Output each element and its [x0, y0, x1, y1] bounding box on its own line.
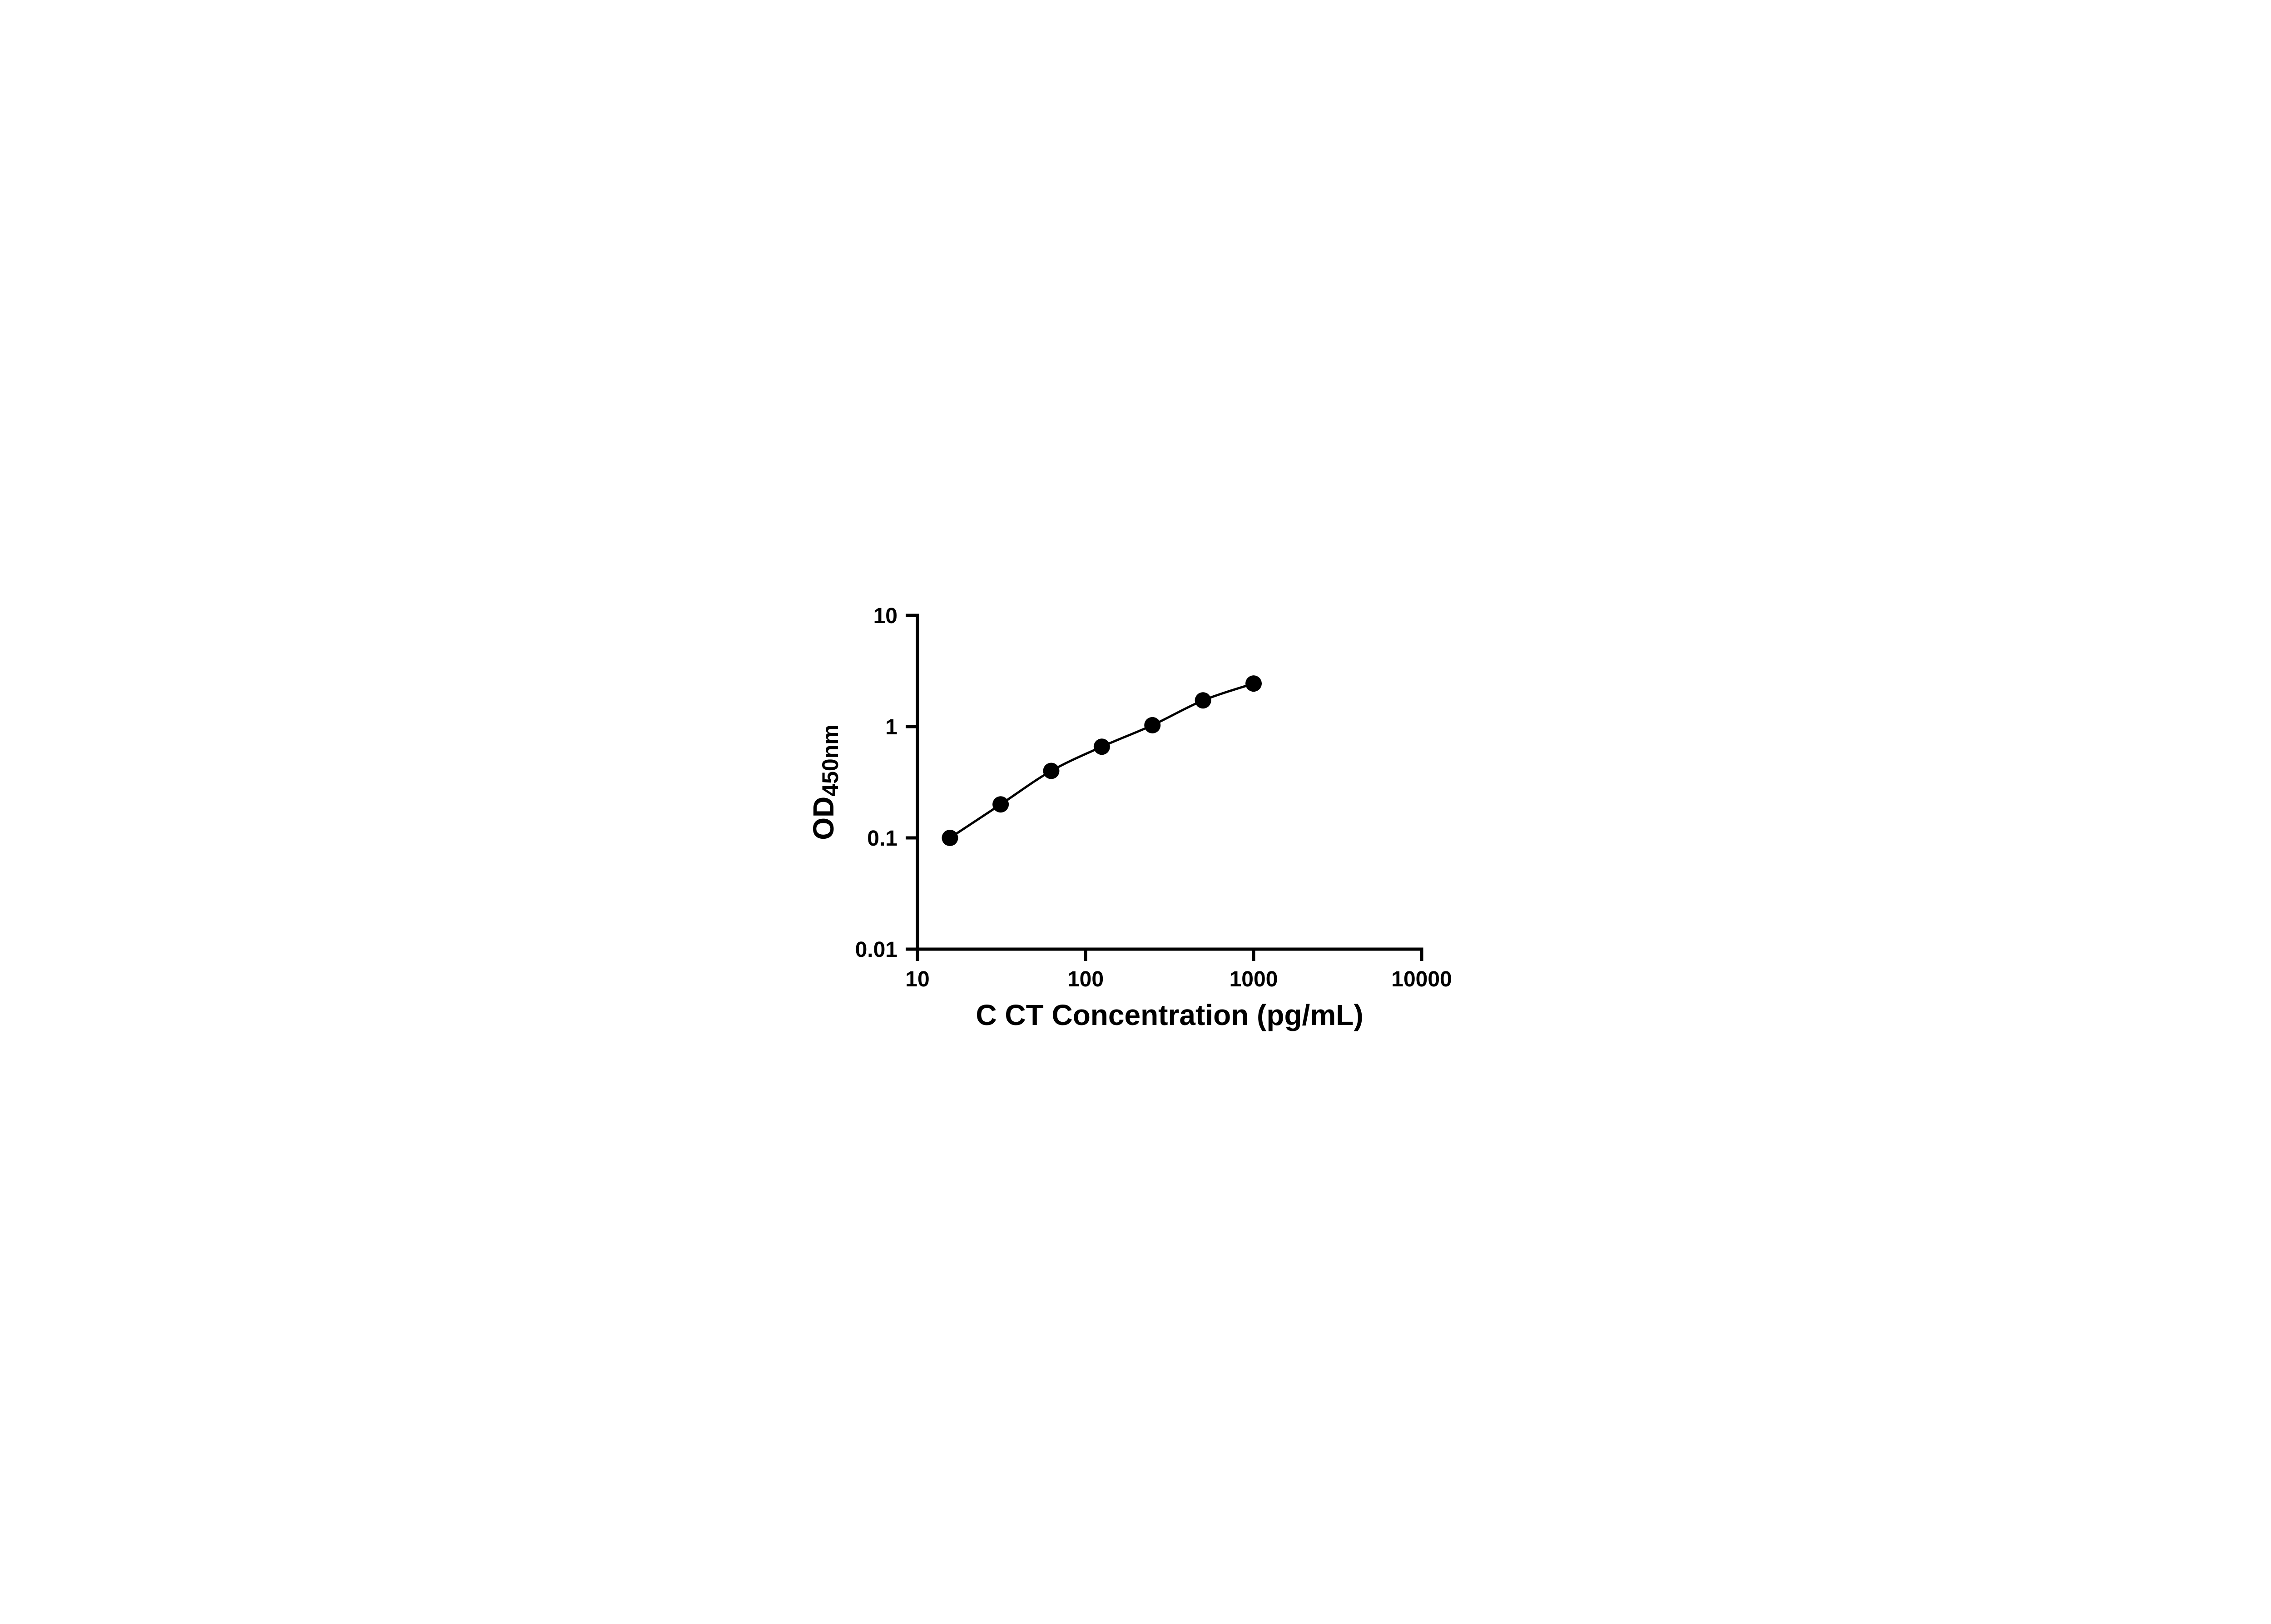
chart-svg: 0.01 0.1 1 10 10 100 1000 10000 C CT Concentrati… [807, 604, 1452, 1031]
x-axis-title: C CT Concentration (pg/mL) [976, 999, 1363, 1031]
y-tick-label: 0.01 [855, 938, 897, 962]
data-point [1195, 692, 1211, 708]
x-tick-label: 1000 [1230, 967, 1278, 991]
x-tick-label: 10000 [1391, 967, 1452, 991]
x-axis-ticks: 10 100 1000 10000 [905, 949, 1452, 991]
y-tick-label: 1 [885, 715, 897, 739]
data-point [942, 829, 958, 846]
data-points [942, 675, 1262, 846]
data-point [1144, 717, 1161, 733]
y-tick-label: 10 [873, 604, 897, 628]
data-point [992, 796, 1009, 812]
x-tick-label: 10 [905, 967, 929, 991]
x-tick-label: 100 [1067, 967, 1104, 991]
axes [916, 614, 1423, 951]
y-axis-title: OD450nm [807, 724, 843, 840]
y-axis-ticks: 0.01 0.1 1 10 [855, 604, 917, 962]
data-point [1245, 675, 1262, 692]
elisa-standard-curve-figure: 0.01 0.1 1 10 10 100 1000 10000 C CT Concentrati… [786, 568, 1485, 1056]
data-point [1093, 738, 1110, 755]
data-point [1043, 762, 1060, 779]
y-tick-label: 0.1 [867, 827, 897, 851]
